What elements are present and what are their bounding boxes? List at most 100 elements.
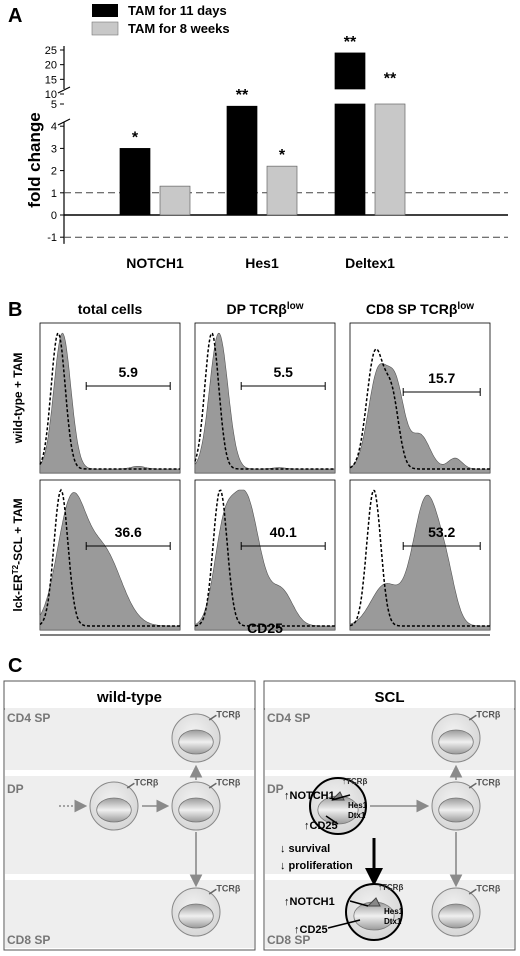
dtx1-label: Dtx1 [384, 917, 402, 926]
control-histogram [39, 488, 180, 627]
cd25-pointer [325, 815, 339, 825]
stage-label: DP [7, 782, 24, 796]
control-histogram [349, 348, 490, 470]
cell-nucleus [438, 729, 474, 755]
hes1-label: Hes1 [384, 907, 404, 916]
survival-label: ↓ survival [280, 843, 330, 855]
panel-title: SCL [375, 689, 405, 706]
receptor-mark [468, 888, 477, 895]
receptor-mark [208, 782, 217, 789]
y-tick-label: 4 [51, 121, 57, 133]
proliferation-label: ↓ proliferation [280, 860, 353, 872]
significance-mark: ** [344, 34, 357, 51]
histogram-panel: 5.5 [194, 322, 336, 474]
column-header: total cells [78, 301, 143, 317]
receptor-label: TCRβ [134, 778, 158, 788]
stage-label: DP [267, 782, 284, 796]
stage-label: CD4 SP [7, 711, 50, 725]
receptor-mark [126, 782, 135, 789]
bar [159, 185, 191, 216]
histogram-panel: 15.7 [349, 322, 491, 474]
y-tick-label: 25 [45, 45, 57, 57]
bar [119, 148, 151, 216]
histogram-panel: 40.1 [194, 479, 336, 631]
receptor-label: ↑TCRβ [342, 777, 367, 786]
flow-cytometry-grid: total cells DP TCRβlow CD8 SP TCRβlow wild-… [11, 301, 491, 636]
bar [226, 105, 258, 216]
category-label: Hes1 [245, 255, 279, 271]
y-tick-label: 10 [45, 89, 57, 101]
column-header: DP TCRβlow [226, 301, 303, 318]
receptor-label: TCRβ [476, 778, 500, 788]
y-tick-label: 5 [51, 99, 57, 111]
differentiation-diagram: wild-type CD4 SP DP CD8 SP TCRβ TCRβ TCRβ TCRβ S… [3, 680, 516, 951]
gate-percentage: 15.7 [428, 370, 455, 386]
stage-label: CD8 SP [267, 933, 310, 947]
cell: TCRβ [431, 778, 501, 831]
hes1-label: Hes1 [348, 801, 368, 810]
significance-mark: ** [236, 87, 249, 104]
notch1-label: ↑NOTCH1 [284, 896, 335, 908]
control-histogram [194, 489, 335, 627]
notch-pointer [349, 900, 369, 907]
stage-label: CD8 SP [7, 933, 50, 947]
row-label: lck-ERT2-SCL + TAM [11, 498, 26, 611]
legend-swatch-8weeks [91, 21, 119, 36]
receptor-label: TCRβ [476, 710, 500, 720]
y-tick-label: 1 [51, 188, 57, 200]
cell-nucleus [438, 903, 474, 929]
cell: TCRβ [89, 778, 159, 831]
axis-break-mark [57, 86, 71, 126]
y-tick-label: -1 [47, 232, 57, 244]
panel-title: wild-type [96, 689, 162, 706]
wild-type-panel: wild-type CD4 SP DP CD8 SP TCRβ TCRβ TCRβ TCRβ [3, 680, 256, 951]
significance-mark: ** [384, 71, 397, 88]
gate-percentage: 53.2 [428, 524, 455, 540]
cd25-label: ↑CD25 [294, 924, 328, 936]
y-tick-label: 0 [51, 210, 57, 222]
sample-histogram [349, 363, 491, 474]
receptor-label: TCRβ [216, 884, 240, 894]
sample-histogram [349, 494, 491, 631]
receptor-mark [208, 888, 217, 895]
cd25-pointer [327, 919, 361, 929]
y-tick-label: 20 [45, 60, 57, 72]
notch-pointer [331, 794, 351, 801]
cell-nucleus [178, 903, 214, 929]
bar-upper-segment [334, 52, 366, 90]
receptor-mark [468, 714, 477, 721]
bar [374, 103, 406, 216]
histogram-panel: 53.2 [349, 479, 491, 631]
gate-percentage: 5.5 [273, 364, 293, 380]
cell [345, 883, 403, 941]
cell-nucleus [96, 797, 132, 823]
cell-nucleus [178, 729, 214, 755]
row-label: wild-type + TAM [11, 353, 25, 445]
significance-mark: * [279, 147, 286, 164]
significance-mark: * [132, 129, 139, 146]
stage-label: CD4 SP [267, 711, 310, 725]
bar [334, 103, 366, 216]
receptor-label: ↑TCRβ [378, 883, 403, 892]
y-tick-label: 15 [45, 74, 57, 86]
cell: TCRβ [431, 884, 501, 937]
cell: TCRβ [171, 710, 241, 763]
receptor-label: TCRβ [216, 710, 240, 720]
gate-percentage: 40.1 [270, 524, 297, 540]
histogram-panel: 36.6 [39, 479, 181, 631]
receptor-label: TCRβ [476, 884, 500, 894]
receptor-mark [208, 714, 217, 721]
bar [266, 165, 298, 216]
panel-c-label: C [8, 655, 22, 677]
y-tick-label: 2 [51, 166, 57, 178]
histogram-panel: 5.9 [39, 322, 181, 474]
panel-a-label: A [8, 5, 22, 27]
receptor-label: TCRβ [216, 778, 240, 788]
cell-nucleus [438, 797, 474, 823]
legend-label-8weeks: TAM for 8 weeks [128, 21, 230, 36]
cd25-label: ↑CD25 [304, 820, 338, 832]
control-histogram [39, 332, 180, 470]
